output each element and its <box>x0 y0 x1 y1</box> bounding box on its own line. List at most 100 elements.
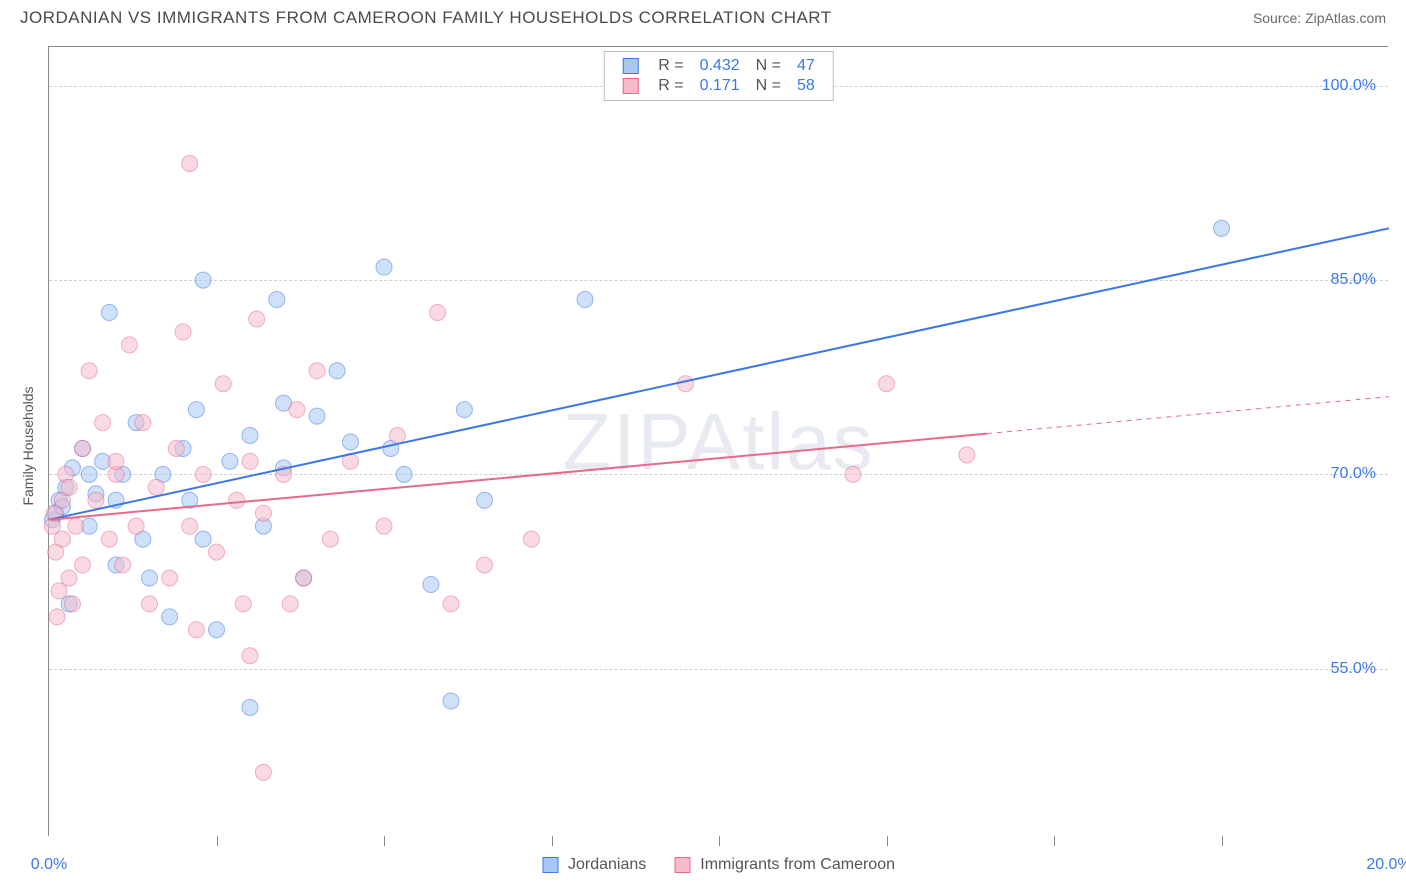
data-point <box>443 693 459 709</box>
legend-row-cameroon: R = 0.171 N = 58 <box>614 76 823 96</box>
data-point <box>128 518 144 534</box>
data-point <box>75 440 91 456</box>
data-point <box>577 292 593 308</box>
data-point <box>54 531 70 547</box>
legend-series-box: Jordanians Immigrants from Cameroon <box>542 856 895 874</box>
data-point <box>376 518 392 534</box>
data-point <box>289 402 305 418</box>
data-point <box>75 557 91 573</box>
chart-header: JORDANIAN VS IMMIGRANTS FROM CAMEROON FA… <box>0 0 1406 32</box>
series-label-cameroon: Immigrants from Cameroon <box>700 856 895 874</box>
legend-item-cameroon: Immigrants from Cameroon <box>674 856 895 874</box>
x-tick <box>552 836 553 846</box>
data-point <box>182 518 198 534</box>
data-point <box>242 453 258 469</box>
data-point <box>309 363 325 379</box>
chart-source: Source: ZipAtlas.com <box>1253 10 1386 26</box>
trend-line-extrapolated <box>987 397 1389 434</box>
y-tick-label: 55.0% <box>1331 660 1376 678</box>
x-tick <box>887 836 888 846</box>
x-tick <box>384 836 385 846</box>
x-tick <box>719 836 720 846</box>
data-point <box>215 376 231 392</box>
series-label-jordanians: Jordanians <box>568 856 646 874</box>
swatch-cameroon <box>674 857 690 873</box>
swatch-jordanians <box>622 58 638 74</box>
data-point <box>108 453 124 469</box>
data-point <box>523 531 539 547</box>
data-point <box>168 440 184 456</box>
data-point <box>242 428 258 444</box>
data-point <box>423 576 439 592</box>
data-point <box>269 292 285 308</box>
data-point <box>396 466 412 482</box>
data-point <box>51 583 67 599</box>
y-tick-label: 70.0% <box>1331 465 1376 483</box>
data-point <box>477 557 493 573</box>
data-point <box>175 324 191 340</box>
data-point <box>95 415 111 431</box>
trend-line <box>49 228 1389 519</box>
data-point <box>343 434 359 450</box>
x-tick-label: 0.0% <box>31 856 67 874</box>
data-point <box>376 259 392 275</box>
data-point <box>142 596 158 612</box>
data-point <box>195 272 211 288</box>
data-point <box>222 453 238 469</box>
legend-correlation-box: R = 0.432 N = 47 R = 0.171 N = 58 <box>603 51 834 101</box>
x-tick <box>217 836 218 846</box>
data-point <box>242 699 258 715</box>
data-point <box>329 363 345 379</box>
r-label: R = <box>650 76 691 96</box>
data-point <box>430 304 446 320</box>
data-point <box>456 402 472 418</box>
r-value-jordanians: 0.432 <box>692 56 748 76</box>
scatter-plot-svg <box>49 47 1388 836</box>
data-point <box>249 311 265 327</box>
data-point <box>188 402 204 418</box>
data-point <box>195 531 211 547</box>
x-tick <box>1222 836 1223 846</box>
data-point <box>81 466 97 482</box>
data-point <box>296 570 312 586</box>
swatch-jordanians <box>542 857 558 873</box>
data-point <box>61 570 77 586</box>
data-point <box>255 764 271 780</box>
data-point <box>879 376 895 392</box>
data-point <box>121 337 137 353</box>
data-point <box>235 596 251 612</box>
data-point <box>142 570 158 586</box>
n-label: N = <box>748 76 789 96</box>
legend-row-jordanians: R = 0.432 N = 47 <box>614 56 823 76</box>
data-point <box>81 363 97 379</box>
data-point <box>209 622 225 638</box>
data-point <box>255 505 271 521</box>
data-point <box>209 544 225 560</box>
data-point <box>68 518 84 534</box>
data-point <box>229 492 245 508</box>
x-tick <box>1054 836 1055 846</box>
data-point <box>678 376 694 392</box>
data-point <box>443 596 459 612</box>
x-tick-label: 20.0% <box>1366 856 1406 874</box>
data-point <box>135 415 151 431</box>
r-value-cameroon: 0.171 <box>692 76 748 96</box>
swatch-cameroon <box>622 78 638 94</box>
data-point <box>115 557 131 573</box>
data-point <box>242 648 258 664</box>
y-axis-label: Family Households <box>20 386 36 505</box>
chart-title: JORDANIAN VS IMMIGRANTS FROM CAMEROON FA… <box>20 8 832 28</box>
data-point <box>182 156 198 172</box>
data-point <box>195 466 211 482</box>
y-tick-label: 100.0% <box>1322 77 1376 95</box>
data-point <box>389 428 405 444</box>
data-point <box>61 479 77 495</box>
data-point <box>162 570 178 586</box>
data-point <box>477 492 493 508</box>
data-point <box>148 479 164 495</box>
data-point <box>309 408 325 424</box>
data-point <box>845 466 861 482</box>
y-tick-label: 85.0% <box>1331 271 1376 289</box>
data-point <box>49 609 65 625</box>
n-value-cameroon: 58 <box>789 76 823 96</box>
